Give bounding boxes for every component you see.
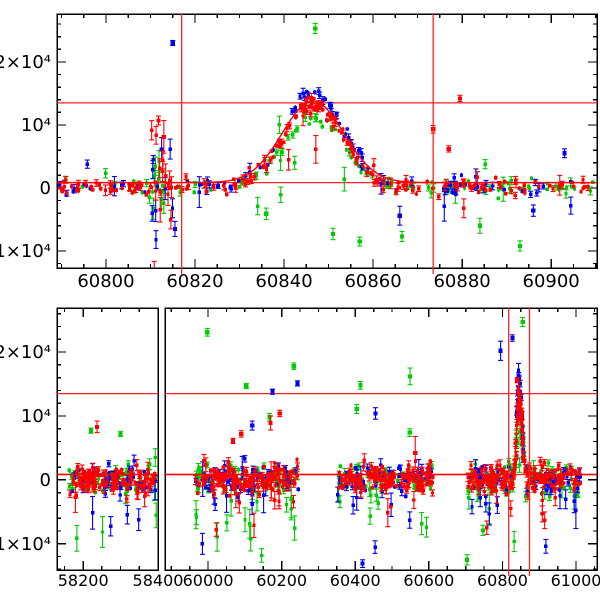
y-tick-label: 10⁴: [21, 406, 51, 427]
x-tick-label: 60860: [344, 271, 401, 292]
x-tick-label: 60820: [166, 271, 223, 292]
x-tick-label: 60600: [403, 571, 454, 590]
x-tick-label: 58200: [58, 571, 109, 590]
model-light-curve: [57, 100, 597, 184]
x-tick-label: 58400: [133, 571, 184, 590]
series-blue-points: [70, 334, 582, 568]
series-green-points: [67, 317, 581, 566]
x-tick-label: 60900: [523, 271, 580, 292]
x-tick-label: 60000: [183, 571, 234, 590]
bottom-panel-full-range: 58200 58400 60000 60200 60400 60600 60800 61000…: [0, 307, 600, 590]
series-red-points: [58, 92, 591, 268]
y-tick-label: 2×10⁴: [0, 52, 51, 73]
y-tick-label: -1×10⁴: [0, 241, 51, 262]
x-tick-label: 60200: [256, 571, 307, 590]
plot-panels: 60800 60820 60840 60860 60880 60900 -1×10⁴ 0 10⁴…: [0, 13, 600, 590]
x-tick-label: 60800: [77, 271, 134, 292]
y-tick-label: 2×10⁴: [0, 342, 51, 363]
x-tick-label: 60400: [330, 571, 381, 590]
y-tick-label: 10⁴: [21, 115, 51, 136]
y-tick-label: 0: [40, 178, 51, 199]
axes-frame-and-ticks: [56, 307, 598, 571]
series-red-points: [67, 377, 583, 539]
x-tick-label: 60880: [433, 271, 490, 292]
series-green-points: [63, 22, 595, 252]
top-panel-flare-zoom: 60800 60820 60840 60860 60880 60900 -1×10⁴ 0 10⁴…: [0, 13, 598, 292]
x-tick-label: 60800: [477, 571, 528, 590]
y-tick-label: 0: [40, 470, 51, 491]
x-tick-label: 60840: [255, 271, 312, 292]
model-light-curve: [165, 391, 597, 476]
x-tick-label: 61000: [551, 571, 600, 590]
y-tick-label: -1×10⁴: [0, 534, 51, 555]
axes-frame-and-ticks: [56, 13, 598, 269]
